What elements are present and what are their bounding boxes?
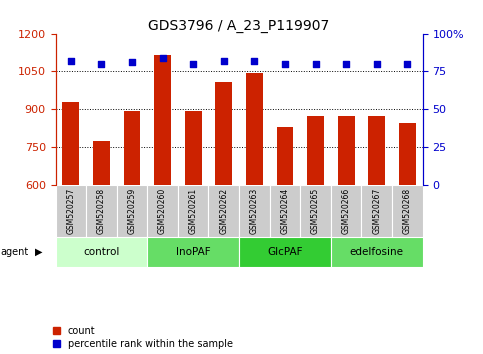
Text: ▶: ▶: [35, 247, 43, 257]
Bar: [93, 141, 110, 185]
Bar: [392, 185, 423, 237]
Point: [251, 58, 258, 64]
Text: agent: agent: [0, 247, 28, 257]
Bar: [56, 237, 147, 267]
Point: [281, 61, 289, 67]
Point: [373, 61, 381, 67]
Text: GSM520267: GSM520267: [372, 188, 381, 234]
Bar: [56, 185, 86, 237]
Point: [98, 61, 105, 67]
Point: [159, 55, 167, 61]
Bar: [86, 185, 117, 237]
Bar: [331, 237, 423, 267]
Text: control: control: [83, 247, 120, 257]
Bar: [300, 185, 331, 237]
Point: [312, 61, 319, 67]
Text: GSM520258: GSM520258: [97, 188, 106, 234]
Text: GSM520266: GSM520266: [341, 188, 351, 234]
Bar: [361, 185, 392, 237]
Bar: [117, 185, 147, 237]
Text: InoPAF: InoPAF: [176, 247, 211, 257]
Text: edelfosine: edelfosine: [350, 247, 404, 257]
Bar: [270, 185, 300, 237]
Bar: [147, 237, 239, 267]
Bar: [338, 116, 355, 185]
Point: [342, 61, 350, 67]
Text: GSM520260: GSM520260: [158, 188, 167, 234]
Bar: [185, 110, 201, 185]
Text: GSM520265: GSM520265: [311, 188, 320, 234]
Bar: [239, 237, 331, 267]
Bar: [277, 127, 293, 185]
Text: GSM520259: GSM520259: [128, 188, 137, 234]
Text: GSM520261: GSM520261: [189, 188, 198, 234]
Bar: [147, 185, 178, 237]
Bar: [246, 73, 263, 185]
Point: [403, 61, 411, 67]
Title: GDS3796 / A_23_P119907: GDS3796 / A_23_P119907: [148, 19, 330, 33]
Text: GSM520268: GSM520268: [403, 188, 412, 234]
Point: [189, 61, 197, 67]
Bar: [369, 116, 385, 185]
Point: [220, 58, 227, 64]
Bar: [154, 55, 171, 185]
Bar: [215, 81, 232, 185]
Bar: [307, 116, 324, 185]
Text: GlcPAF: GlcPAF: [267, 247, 303, 257]
Point: [67, 58, 75, 64]
Bar: [62, 102, 79, 185]
Bar: [399, 123, 416, 185]
Text: GSM520257: GSM520257: [66, 188, 75, 234]
Legend: count, percentile rank within the sample: count, percentile rank within the sample: [53, 326, 233, 349]
Bar: [178, 185, 209, 237]
Bar: [239, 185, 270, 237]
Bar: [209, 185, 239, 237]
Bar: [124, 110, 141, 185]
Bar: [331, 185, 361, 237]
Text: GSM520262: GSM520262: [219, 188, 228, 234]
Point: [128, 59, 136, 65]
Text: GSM520264: GSM520264: [281, 188, 289, 234]
Text: GSM520263: GSM520263: [250, 188, 259, 234]
